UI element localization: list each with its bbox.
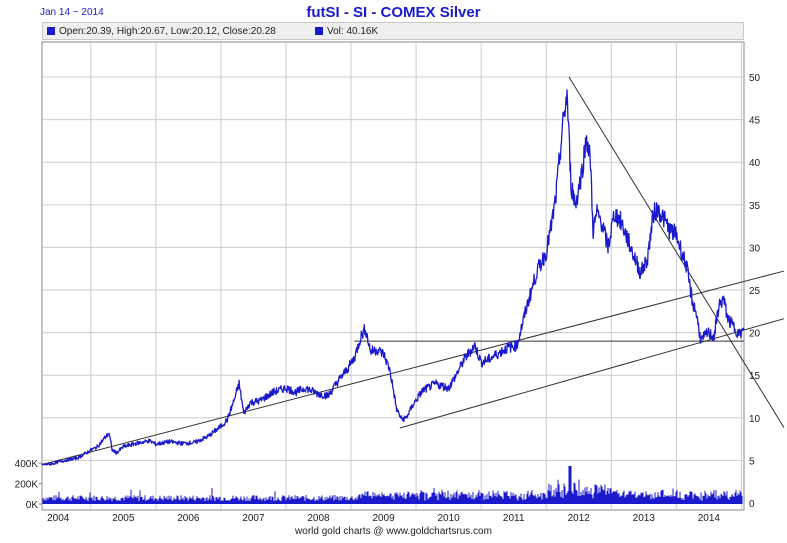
volume-bars — [42, 466, 743, 504]
volume-swatch-icon — [315, 27, 323, 35]
trendline — [41, 270, 785, 466]
ohlc-swatch-icon — [47, 27, 55, 35]
y-tick-label: 30 — [749, 243, 761, 254]
chart-date: Jan 14 ~ 2014 — [40, 7, 104, 18]
legend-volume-text: Vol: 40.16K — [327, 26, 379, 37]
x-tick-label: 2014 — [698, 513, 721, 524]
chart-credit: world gold charts @ www.goldchartsrus.co… — [295, 526, 492, 537]
price-series — [41, 89, 745, 466]
y-tick-label: 45 — [749, 116, 761, 127]
x-tick-label: 2007 — [242, 513, 265, 524]
legend-ohlc: Open:20.39, High:20.67, Low:20.12, Close… — [47, 26, 276, 37]
legend-ohlc-text: Open:20.39, High:20.67, Low:20.12, Close… — [59, 26, 276, 37]
x-tick-label: 2006 — [177, 513, 200, 524]
legend-bar: Open:20.39, High:20.67, Low:20.12, Close… — [42, 22, 744, 40]
volume-tick-label: 400K — [15, 459, 39, 470]
y-tick-label-zero: 0 — [749, 499, 755, 510]
y-tick-label: 50 — [749, 73, 761, 84]
y-tick-label: 40 — [749, 158, 761, 169]
volume-axis: 0K 200K 400K — [15, 459, 42, 511]
x-tick-label: 2011 — [503, 513, 525, 524]
chart-title: futSI - SI - COMEX Silver — [306, 4, 481, 21]
trendline — [399, 318, 785, 429]
x-tick-label: 2009 — [372, 513, 395, 524]
trendlines — [41, 76, 785, 466]
x-tick-label: 2012 — [568, 513, 591, 524]
y-tick-label: 35 — [749, 201, 761, 212]
price-line — [41, 89, 745, 466]
trendline — [568, 76, 785, 428]
y-axis: 5 10 15 20 25 30 35 40 45 50 0 — [749, 73, 761, 510]
y-tick-label: 15 — [749, 371, 761, 382]
grid — [42, 42, 744, 510]
x-tick-label: 2010 — [438, 513, 461, 524]
volume-tick-label: 0K — [26, 500, 39, 511]
y-tick-label: 20 — [749, 329, 761, 340]
x-tick-label: 2005 — [112, 513, 135, 524]
y-tick-label: 10 — [749, 414, 761, 425]
x-tick-label: 2008 — [307, 513, 330, 524]
plot-frame — [41, 41, 745, 511]
volume-tick-label: 200K — [15, 480, 39, 491]
x-tick-label: 2013 — [633, 513, 656, 524]
y-tick-label: 5 — [749, 456, 755, 467]
x-tick-label: 2004 — [47, 513, 70, 524]
x-axis: 2004 2005 2006 2007 2008 2009 2010 2011 2012 2013… — [47, 513, 720, 524]
legend-volume: Vol: 40.16K — [315, 26, 378, 37]
y-tick-label: 25 — [749, 286, 761, 297]
